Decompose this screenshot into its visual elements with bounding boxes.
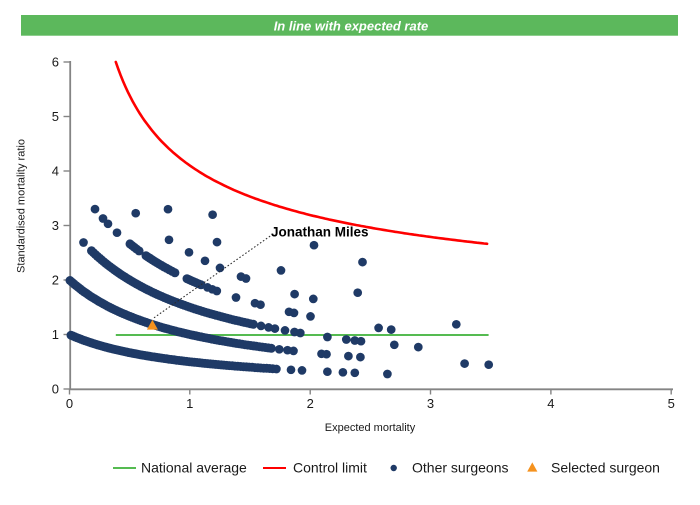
svg-text:1: 1 [186, 396, 193, 411]
svg-text:0: 0 [52, 382, 59, 397]
svg-text:3: 3 [427, 396, 434, 411]
svg-text:3: 3 [52, 218, 59, 233]
svg-text:Jonathan Miles: Jonathan Miles [271, 224, 369, 239]
svg-text:4: 4 [547, 396, 554, 411]
svg-text:5: 5 [668, 396, 675, 411]
svg-text:Selected surgeon: Selected surgeon [551, 459, 660, 475]
svg-text:6: 6 [52, 55, 59, 70]
svg-text:Control limit: Control limit [293, 459, 367, 475]
svg-text:National average: National average [141, 459, 247, 475]
svg-text:In line with expected rate: In line with expected rate [274, 19, 429, 34]
svg-text:0: 0 [66, 396, 73, 411]
svg-text:Standardised mortality ratio: Standardised mortality ratio [16, 139, 28, 273]
svg-text:Expected mortality: Expected mortality [325, 422, 416, 434]
svg-text:4: 4 [52, 164, 59, 179]
svg-text:1: 1 [52, 327, 59, 342]
svg-text:5: 5 [52, 109, 59, 124]
svg-text:2: 2 [307, 396, 314, 411]
svg-text:2: 2 [52, 273, 59, 288]
svg-text:Other surgeons: Other surgeons [412, 459, 509, 475]
